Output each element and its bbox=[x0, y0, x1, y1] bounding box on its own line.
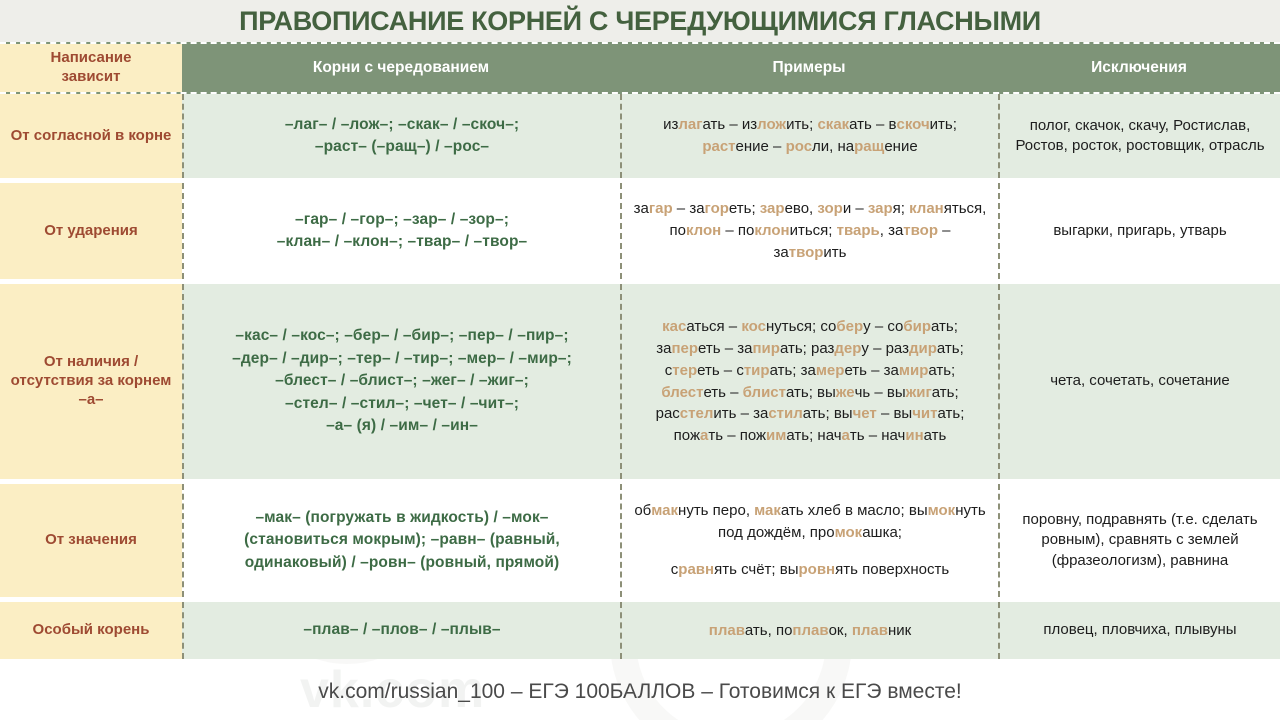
page-title: ПРАВОПИСАНИЕ КОРНЕЙ С ЧЕРЕДУЮЩИМИСЯ ГЛАС… bbox=[239, 5, 1041, 36]
row-roots: –лаг– / –лож–; –скак– / –скоч–; –раст– (–… bbox=[182, 94, 620, 178]
row-divider bbox=[0, 479, 1280, 484]
row-roots: –кас– / –кос–; –бер– / –бир–; –пер– / –п… bbox=[182, 284, 620, 479]
row-examples: излагать – изложить; скакать – вскочить;… bbox=[620, 94, 998, 178]
column-header-examples: Примеры bbox=[772, 59, 846, 77]
rules-table: Написание зависит Корни с чередованием П… bbox=[0, 42, 1280, 659]
row-exceptions: полог, скачок, скачу, Ростислав, Ростов,… bbox=[998, 94, 1280, 178]
row-roots: –гар– / –гор–; –зар– / –зор–; –клан– / –к… bbox=[182, 183, 620, 279]
row-roots: –плав– / –плов– / –плыв– bbox=[182, 602, 620, 659]
row-divider bbox=[0, 279, 1280, 284]
row-examples: касаться – коснуться; соберу – собирать;… bbox=[620, 284, 998, 479]
row-divider bbox=[0, 178, 1280, 183]
row-examples: обмакнуть перо, макать хлеб в масло; вым… bbox=[620, 484, 998, 597]
row-label: От ударения bbox=[0, 183, 182, 279]
row-examples: плавать, поплавок, плавник bbox=[620, 602, 998, 659]
footer-credit: vk.com/russian_100 – ЕГЭ 100БАЛЛОВ – Гот… bbox=[318, 679, 962, 703]
table-header-row: Написание зависит Корни с чередованием П… bbox=[0, 42, 1280, 94]
row-exceptions: поровну, подравнять (т.е. сделать ровным… bbox=[998, 484, 1280, 597]
row-exceptions: выгарки, пригарь, утварь bbox=[998, 183, 1280, 279]
row-examples: загар – загореть; зарево, зори – заря; к… bbox=[620, 183, 998, 279]
title-bar: ПРАВОПИСАНИЕ КОРНЕЙ С ЧЕРЕДУЮЩИМИСЯ ГЛАС… bbox=[0, 0, 1280, 42]
table-row: От значения –мак– (погружать в жидкость)… bbox=[0, 484, 1280, 597]
row-label: Особый корень bbox=[0, 602, 182, 659]
footer: vk.com/russian_100 – ЕГЭ 100БАЛЛОВ – Гот… bbox=[0, 663, 1280, 720]
column-header-writing-depends: Написание зависит bbox=[0, 44, 182, 92]
column-header-roots: Корни с чередованием bbox=[312, 59, 490, 77]
row-label: От наличия / отсутствия за корнем –а– bbox=[0, 284, 182, 479]
column-header-line1: Написание bbox=[50, 49, 132, 67]
table-row: От ударения –гар– / –гор–; –зар– / –зор–… bbox=[0, 183, 1280, 279]
row-divider bbox=[0, 597, 1280, 602]
column-header-exceptions: Исключения bbox=[1091, 59, 1187, 77]
row-label: От значения bbox=[0, 484, 182, 597]
row-exceptions: чета, сочетать, сочетание bbox=[998, 284, 1280, 479]
table-row: От наличия / отсутствия за корнем –а– –к… bbox=[0, 284, 1280, 479]
column-header-line2: зависит bbox=[61, 68, 121, 85]
table-row: Особый корень –плав– / –плов– / –плыв– п… bbox=[0, 602, 1280, 659]
table-row: От согласной в корне –лаг– / –лож–; –ска… bbox=[0, 94, 1280, 178]
row-exceptions: пловец, пловчиха, плывуны bbox=[998, 602, 1280, 659]
row-roots: –мак– (погружать в жидкость) / –мок– (ста… bbox=[182, 484, 620, 597]
row-label: От согласной в корне bbox=[0, 94, 182, 178]
